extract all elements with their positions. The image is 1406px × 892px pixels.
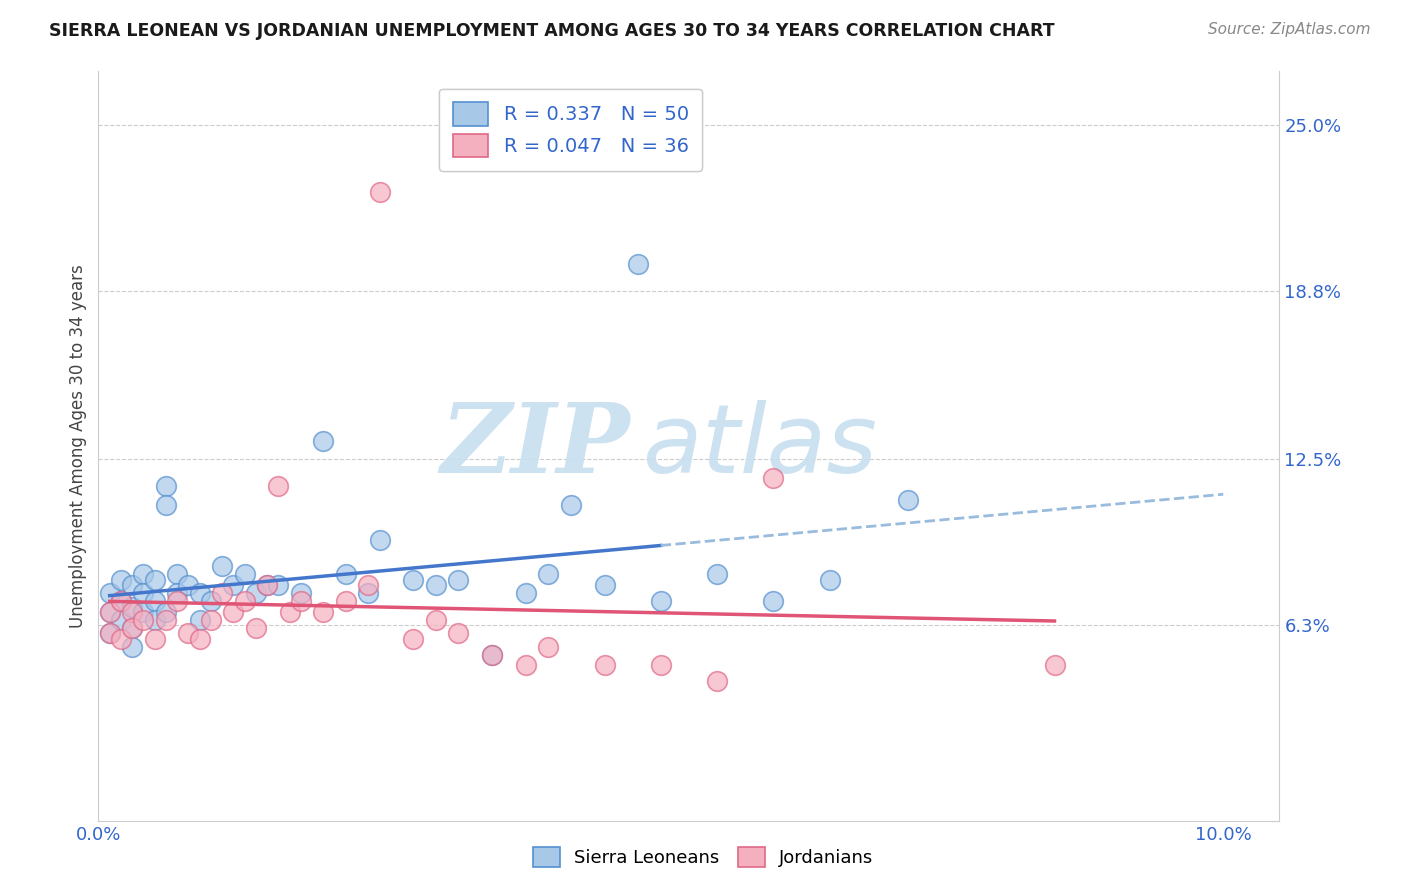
Point (245, 586, 267, 600)
Point (222, 605, 245, 619)
Point (368, 533, 391, 547)
Point (155, 498, 177, 512)
Point (233, 567, 256, 582)
Point (132, 605, 155, 619)
Point (110, 594, 132, 608)
Point (706, 674, 728, 689)
Point (121, 578, 143, 592)
Point (200, 613, 222, 627)
Point (447, 626, 470, 640)
Point (143, 573, 166, 587)
Point (166, 567, 188, 582)
Point (211, 586, 233, 600)
Point (537, 640, 560, 654)
Point (650, 594, 672, 608)
Point (312, 605, 335, 619)
Point (335, 567, 357, 582)
Point (211, 559, 233, 574)
Point (897, 492, 920, 507)
Point (155, 613, 177, 627)
Point (143, 632, 166, 646)
Point (335, 594, 357, 608)
Point (121, 621, 143, 635)
Point (110, 632, 132, 646)
Point (267, 479, 290, 493)
Point (515, 586, 537, 600)
Text: atlas: atlas (641, 400, 877, 492)
Point (290, 594, 312, 608)
Point (762, 594, 785, 608)
Point (188, 586, 211, 600)
Legend: Sierra Leoneans, Jordanians: Sierra Leoneans, Jordanians (526, 839, 880, 874)
Point (166, 586, 188, 600)
Point (233, 594, 256, 608)
Point (368, 185, 391, 199)
Text: SIERRA LEONEAN VS JORDANIAN UNEMPLOYMENT AMONG AGES 30 TO 34 YEARS CORRELATION C: SIERRA LEONEAN VS JORDANIAN UNEMPLOYMENT… (49, 22, 1054, 40)
Legend: R = 0.337   N = 50, R = 0.047   N = 36: R = 0.337 N = 50, R = 0.047 N = 36 (440, 88, 702, 171)
Point (357, 578, 380, 592)
Point (357, 586, 380, 600)
Point (402, 632, 425, 646)
Point (98, 605, 121, 619)
Point (200, 594, 222, 608)
Point (98, 626, 121, 640)
Point (537, 567, 560, 582)
Point (132, 586, 155, 600)
Point (110, 573, 132, 587)
Point (121, 605, 143, 619)
Point (222, 578, 245, 592)
Point (290, 586, 312, 600)
Point (177, 578, 200, 592)
Point (132, 613, 155, 627)
Point (706, 567, 728, 582)
Point (98, 605, 121, 619)
Point (425, 578, 447, 592)
Point (98, 586, 121, 600)
Point (256, 578, 278, 592)
Point (166, 594, 188, 608)
Point (481, 648, 503, 662)
Point (155, 605, 177, 619)
Point (267, 578, 290, 592)
Point (1043, 658, 1066, 673)
Point (818, 573, 841, 587)
Point (650, 658, 672, 673)
Point (762, 471, 785, 485)
Point (188, 632, 211, 646)
Point (256, 578, 278, 592)
Point (515, 658, 537, 673)
Point (110, 594, 132, 608)
Point (121, 599, 143, 614)
Point (143, 613, 166, 627)
Point (627, 257, 650, 271)
Point (155, 479, 177, 493)
Point (121, 621, 143, 635)
Text: ZIP: ZIP (440, 399, 630, 493)
Text: Source: ZipAtlas.com: Source: ZipAtlas.com (1208, 22, 1371, 37)
Point (177, 626, 200, 640)
Point (132, 567, 155, 582)
Point (98, 626, 121, 640)
Point (425, 613, 447, 627)
Point (121, 640, 143, 654)
Point (593, 658, 616, 673)
Point (447, 573, 470, 587)
Point (278, 605, 301, 619)
Point (402, 573, 425, 587)
Y-axis label: Unemployment Among Ages 30 to 34 years: Unemployment Among Ages 30 to 34 years (69, 264, 87, 628)
Point (481, 648, 503, 662)
Point (143, 594, 166, 608)
Point (593, 578, 616, 592)
Point (312, 434, 335, 448)
Point (188, 613, 211, 627)
Point (245, 621, 267, 635)
Point (110, 613, 132, 627)
Point (560, 498, 582, 512)
